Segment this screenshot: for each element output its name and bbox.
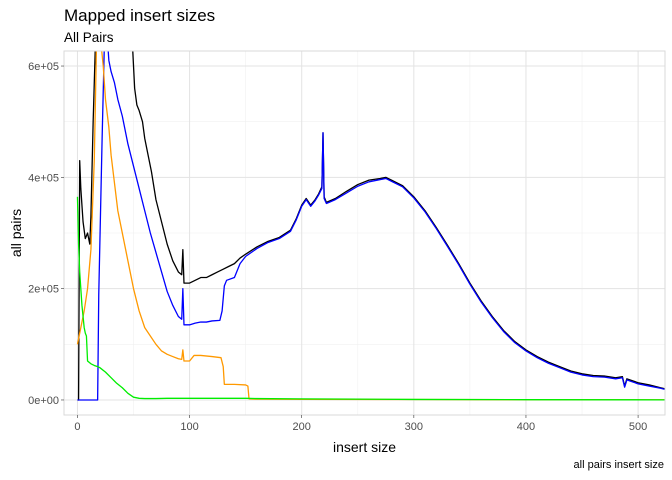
x-tick-label: 200 (293, 421, 311, 433)
x-tick: 500 (629, 415, 647, 433)
series-line-4 (76, 196, 665, 401)
y-tick-label: 2e+05 (28, 284, 59, 296)
y-axis-ticks: 0e+00 2e+05 4e+05 6e+05 (28, 61, 64, 407)
x-tick: 200 (293, 415, 311, 433)
x-tick: 300 (405, 415, 423, 433)
y-tick-label: 4e+05 (28, 172, 59, 184)
series-line-2 (77, 51, 665, 401)
x-tick-label: 100 (180, 421, 198, 433)
y-tick-label: 6e+05 (28, 61, 59, 73)
panel-border (63, 50, 666, 416)
x-axis-title: insert size (333, 439, 396, 455)
y-tick: 2e+05 (28, 284, 64, 296)
grid-lines (64, 51, 665, 415)
y-axis-title: all pairs (8, 209, 24, 257)
series-line-1 (77, 51, 665, 401)
chart-subtitle: All Pairs (64, 30, 114, 45)
chart-title: Mapped insert sizes (64, 6, 216, 25)
x-tick-label: 0 (74, 421, 80, 433)
x-axis-ticks: 0 100 200 300 400 500 (74, 415, 647, 433)
y-tick-label: 0e+00 (28, 395, 59, 407)
series-line-3 (76, 51, 665, 401)
x-tick: 100 (180, 415, 199, 433)
y-tick: 6e+05 (28, 61, 64, 73)
x-tick-label: 300 (405, 421, 423, 433)
chart-caption: all pairs insert size (573, 459, 664, 471)
y-tick: 4e+05 (28, 172, 64, 184)
x-tick-label: 400 (517, 421, 535, 433)
x-tick: 400 (517, 415, 535, 433)
x-tick: 0 (74, 415, 81, 433)
y-tick: 0e+00 (28, 395, 64, 407)
x-tick-label: 500 (629, 421, 647, 433)
series-lines (76, 51, 665, 401)
